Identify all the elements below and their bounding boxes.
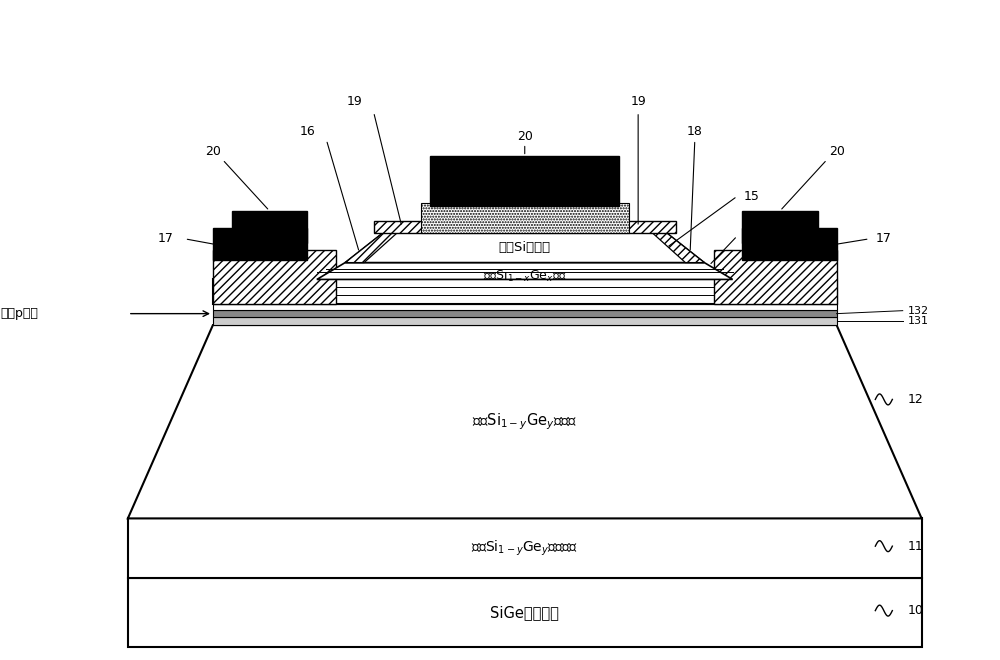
Text: 16: 16	[300, 125, 315, 138]
Text: 131: 131	[907, 316, 928, 326]
Bar	[742, 211, 818, 243]
Text: 19: 19	[347, 96, 363, 108]
Text: 132: 132	[907, 306, 929, 315]
Bar	[742, 228, 837, 259]
Bar	[213, 228, 307, 259]
Text: SiGe虚拟衬底: SiGe虚拟衬底	[490, 605, 559, 620]
Bar	[213, 279, 837, 304]
Text: 20: 20	[517, 130, 533, 143]
Text: 应变Si发射区: 应变Si发射区	[499, 241, 551, 254]
Polygon shape	[652, 233, 704, 263]
Bar	[213, 249, 336, 304]
Text: 17: 17	[876, 232, 892, 246]
Bar	[421, 203, 629, 233]
Text: 超结p型层: 超结p型层	[0, 307, 38, 320]
Text: 17: 17	[158, 232, 174, 246]
Bar	[213, 317, 837, 325]
Text: 10: 10	[907, 604, 923, 617]
Bar	[374, 221, 676, 233]
Text: 12: 12	[907, 393, 923, 406]
Text: 弛豫Si$_{1-y}$Ge$_y$集电区: 弛豫Si$_{1-y}$Ge$_y$集电区	[472, 411, 577, 432]
Text: 弛豫Si$_{1-y}$Ge$_y$次集电区: 弛豫Si$_{1-y}$Ge$_y$次集电区	[471, 539, 578, 558]
Text: 11: 11	[907, 540, 923, 552]
Polygon shape	[345, 233, 397, 263]
Bar	[714, 249, 837, 304]
Text: 20: 20	[205, 145, 221, 158]
Bar	[128, 578, 922, 647]
Bar	[430, 156, 619, 206]
Bar	[213, 310, 837, 317]
Polygon shape	[317, 263, 733, 279]
Text: 14: 14	[744, 229, 759, 242]
Text: 18: 18	[687, 125, 703, 138]
Text: 15: 15	[744, 189, 759, 203]
Polygon shape	[128, 325, 922, 518]
Bar	[232, 211, 307, 243]
Text: 20: 20	[829, 145, 845, 158]
Text: 19: 19	[630, 96, 646, 108]
Text: 应变Si$_{1-x}$Ge$_x$基区: 应变Si$_{1-x}$Ge$_x$基区	[483, 267, 567, 284]
Polygon shape	[345, 233, 704, 263]
Bar	[213, 304, 837, 310]
Bar	[128, 518, 922, 578]
